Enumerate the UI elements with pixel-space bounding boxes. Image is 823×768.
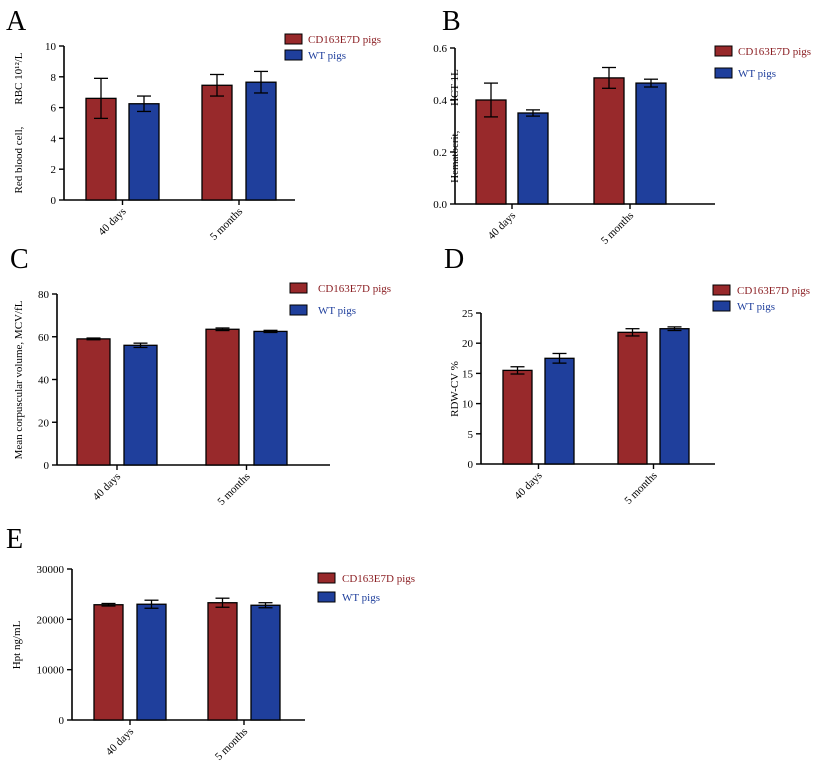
bar [617, 331, 648, 465]
bar [128, 103, 160, 201]
legend-swatch [284, 33, 303, 45]
y-tick-label: 60 [38, 332, 50, 344]
y-tick-label: 20000 [37, 614, 65, 626]
y-tick-label: 2 [51, 164, 57, 176]
y-tick-label: 30000 [37, 564, 65, 576]
x-tick-label: 40 days [512, 470, 544, 502]
y-axis-label: Mean corpuscular volume, MCV/fL [13, 300, 25, 459]
legend-label: WT pigs [308, 50, 346, 62]
y-tick-label: 6 [51, 103, 57, 115]
bar [544, 357, 575, 465]
panel-letter: A [6, 6, 27, 37]
legend-label: CD163E7D pigs [738, 46, 811, 58]
x-tick-label: 5 months [215, 471, 252, 508]
y-tick-label: 8 [51, 72, 57, 84]
y-tick-label: 10000 [37, 665, 65, 677]
bar [245, 81, 277, 201]
bar [635, 82, 667, 205]
panel-letter: B [442, 6, 461, 37]
y-tick-label: 20 [38, 417, 50, 429]
y-axis-label: Red blood cell, RBC 10¹²/L [13, 52, 25, 193]
legend-label: WT pigs [738, 68, 776, 80]
y-axis-label: RDW-CV % [449, 361, 461, 417]
x-tick-label: 40 days [91, 471, 123, 503]
y-tick-label: 80 [38, 289, 50, 301]
x-tick-label: 5 months [622, 470, 659, 507]
legend-label: CD163E7D pigs [308, 34, 381, 46]
legend-label: CD163E7D pigs [342, 573, 415, 585]
panel-C: C 0 20 40 60 80 Mean corpuscular volume, MCV/f… [10, 244, 391, 508]
y-tick-label: 25 [462, 308, 474, 320]
x-tick-label: 40 days [486, 210, 518, 242]
legend-swatch [712, 284, 731, 296]
bar [253, 330, 288, 466]
panel-letter: E [6, 524, 23, 555]
legend-swatch [284, 49, 303, 61]
y-tick-label: 0.6 [433, 43, 447, 55]
y-tick-label: 4 [51, 133, 57, 145]
panel-letter: C [10, 244, 29, 275]
legend-label: WT pigs [318, 305, 356, 317]
legend-label: CD163E7D pigs [737, 285, 810, 297]
bar [593, 77, 625, 205]
bar [502, 369, 533, 465]
y-tick-label: 0.2 [433, 147, 447, 159]
panel-B: B 0.0 0.2 0.4 0.6 Hematocrit, HCT 1L 40 days 5 … [433, 6, 811, 247]
bar [136, 603, 167, 721]
bar [93, 604, 124, 721]
bar [201, 84, 233, 201]
x-tick-label: 5 months [599, 210, 636, 247]
x-tick-label: 5 months [208, 206, 245, 243]
panel-D: D 0 5 10 15 20 25 RDW-CV % 40 days 5 months CD163E… [444, 244, 810, 507]
bar [205, 328, 240, 466]
legend-swatch [289, 282, 308, 294]
y-tick-label: 0.4 [433, 95, 447, 107]
x-tick-label: 5 months [213, 726, 250, 763]
bar [207, 602, 238, 721]
y-tick-label: 0 [51, 195, 57, 207]
legend-label: CD163E7D pigs [318, 283, 391, 295]
bar [659, 328, 690, 465]
bar [123, 344, 158, 466]
x-tick-label: 40 days [96, 206, 128, 238]
y-tick-label: 10 [45, 41, 57, 53]
panel-A: A 0 2 4 6 8 10 Red blood cell, RBC 10¹²/L 40 day… [6, 6, 381, 243]
y-tick-label: 15 [462, 368, 474, 380]
legend-swatch [317, 572, 336, 584]
legend-swatch [289, 304, 308, 316]
y-tick-label: 40 [38, 375, 50, 387]
y-tick-label: 0 [44, 460, 50, 472]
y-tick-label: 0 [59, 715, 65, 727]
y-axis-label: Hpt ng/mL [11, 620, 23, 669]
y-tick-label: 0.0 [433, 199, 447, 211]
y-tick-label: 0 [468, 459, 474, 471]
legend-swatch [712, 300, 731, 312]
y-axis-label: Hematocrit, HCT 1L [449, 69, 461, 183]
bar [250, 604, 281, 721]
y-tick-label: 5 [468, 429, 474, 441]
legend-swatch [317, 591, 336, 603]
y-tick-label: 10 [462, 399, 474, 411]
bar [76, 338, 111, 466]
bar [517, 112, 549, 205]
x-tick-label: 40 days [104, 726, 136, 758]
panel-E: E 0 10000 20000 30000 Hpt ng/mL 40 days 5 month… [6, 524, 415, 763]
legend-label: WT pigs [737, 301, 775, 313]
y-tick-label: 20 [462, 338, 474, 350]
panel-letter: D [444, 244, 464, 275]
legend-swatch [714, 67, 733, 79]
legend-swatch [714, 45, 733, 57]
legend-label: WT pigs [342, 592, 380, 604]
